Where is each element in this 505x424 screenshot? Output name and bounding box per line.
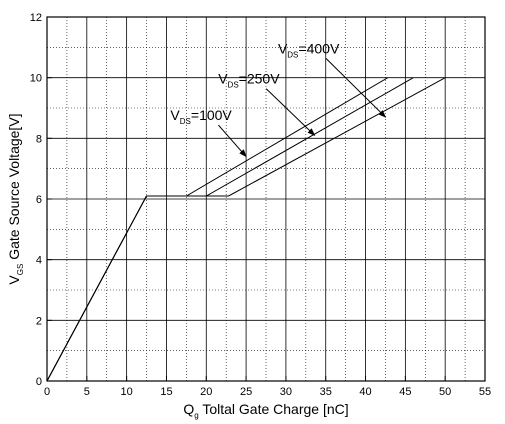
annotation-label-1: VDS=100V [170,107,232,126]
annotation-label-2: VDS=250V [218,71,280,90]
y-tick-label: 6 [36,194,42,206]
x-tick-label: 15 [160,386,172,398]
annotation-rest: =400V [298,40,340,56]
x-axis-label: Qg Toltal Gate Charge [nC] [183,401,348,420]
x-tick-label: 25 [240,386,252,398]
x-tick-label: 30 [280,386,292,398]
y-axis-label-sub: GS [16,264,25,276]
annotation-main: V [170,107,180,123]
series-line-3 [46,77,446,382]
x-tick-label: 20 [200,386,212,398]
x-axis-label-sub: g [194,411,198,420]
annotation-sub: DS [180,117,191,126]
y-tick-label: 2 [36,315,42,327]
series-lines [46,77,446,382]
annotation-arrow-2 [265,88,316,136]
grid [47,17,485,381]
x-tick-label: 35 [320,386,332,398]
annotation-rest: =250V [239,71,281,87]
x-tick-label: 55 [479,386,491,398]
annotation-sub: DS [287,50,298,59]
y-tick-label: 0 [36,376,42,388]
x-tick-label: 0 [44,386,50,398]
x-tick-label: 5 [84,386,90,398]
y-axis-label: VGS Gate Source Voltage[V] [6,113,25,284]
annotation-sub: DS [228,81,239,90]
annotation-main: V [278,40,288,56]
annotation-arrow-3 [325,58,387,118]
annotation-rest: =100V [191,107,233,123]
x-tick-label: 10 [121,386,133,398]
y-tick-label: 12 [30,12,42,24]
annotation-label-3: VDS=400V [278,40,340,59]
annotation-arrow-1 [218,124,247,158]
x-tick-label: 45 [399,386,411,398]
y-tick-label: 8 [36,133,42,145]
x-tick-label: 40 [359,386,371,398]
y-tick-label: 10 [30,73,42,85]
x-axis-label-main: Q [183,401,194,417]
x-axis-label-rest: Toltal Gate Charge [nC] [199,401,349,417]
annotation-main: V [218,71,228,87]
y-axis-label-main: V [6,275,22,285]
x-tick-label: 50 [439,386,451,398]
ticks: 0 5 10 15 20 25 30 35 40 45 50 55 0 2 4 6 8 10 12 [30,12,491,398]
y-axis-label-rest: Gate Source Voltage[V] [6,113,22,263]
y-tick-label: 4 [36,255,42,267]
